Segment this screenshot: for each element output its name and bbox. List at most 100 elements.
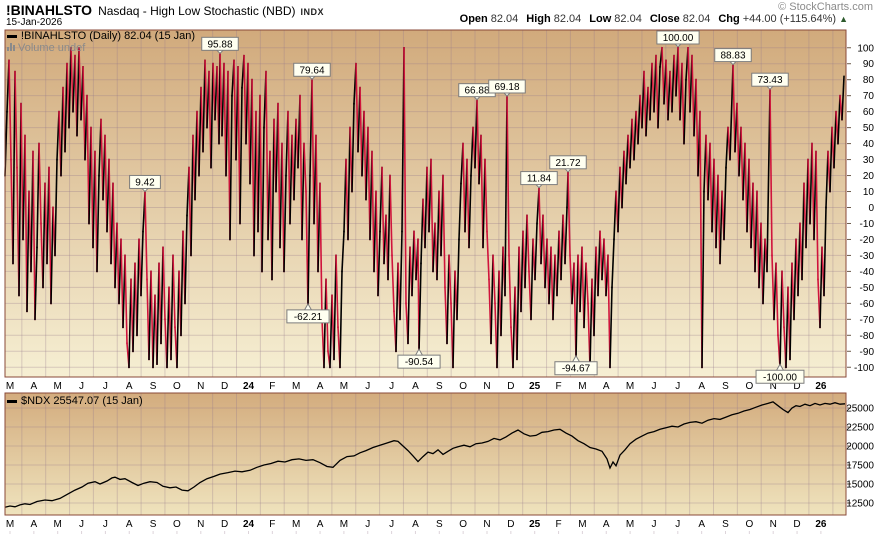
x-axis-labels: M M A A M M J J J J A A S S O O N N D D 24 24 F F M M A A M M J J J J A A S S… [6,381,827,534]
svg-text:D: D [221,519,228,530]
svg-text:20000: 20000 [846,442,874,453]
svg-text:-100.00: -100.00 [763,372,797,383]
symbol-description: Nasdaq - High Low Stochastic (NBD) [98,4,296,18]
svg-text:A: A [317,519,324,530]
svg-text:25: 25 [529,519,541,530]
svg-text:F: F [269,381,275,392]
svg-text:17500: 17500 [846,461,874,472]
svg-text:N: N [197,381,204,392]
high-value: 82.04 [553,13,582,25]
svg-text:F: F [269,519,275,530]
svg-text:0: 0 [868,203,874,214]
svg-text:D: D [793,519,800,530]
svg-text:J: J [365,381,370,392]
svg-text:60: 60 [863,107,875,118]
svg-text:N: N [770,519,777,530]
svg-text:N: N [197,519,204,530]
svg-text:100: 100 [857,43,874,54]
lower-panel-legend: $NDX 25547.07 (15 Jan) [7,395,143,407]
svg-text:95.88: 95.88 [207,39,232,50]
svg-text:O: O [173,519,181,530]
main-panel-border [4,29,847,378]
svg-text:30: 30 [863,155,875,166]
exchange-label: INDX [300,7,325,17]
svg-text:M: M [340,381,348,392]
svg-text:24: 24 [243,381,255,392]
svg-text:O: O [173,381,181,392]
svg-text:90: 90 [863,59,875,70]
volume-bars-icon [7,43,15,51]
svg-text:D: D [793,381,800,392]
svg-text:-10: -10 [860,219,875,230]
svg-text:S: S [722,381,729,392]
svg-text:A: A [603,519,610,530]
chg-label: Chg [718,13,740,25]
svg-text:100.00: 100.00 [663,33,694,44]
ndx-legend-text: $NDX 25547.07 (15 Jan) [21,395,143,407]
svg-text:J: J [103,519,108,530]
svg-text:80: 80 [863,75,875,86]
chart-title: !BINAHLSTO Nasdaq - High Low Stochastic (… [6,2,324,20]
svg-text:M: M [292,381,300,392]
svg-text:M: M [292,519,300,530]
svg-text:26: 26 [815,381,827,392]
svg-text:-30: -30 [860,251,875,262]
svg-text:O: O [745,519,753,530]
close-label: Close [649,13,680,25]
svg-text:21.72: 21.72 [555,158,580,169]
svg-text:A: A [412,381,419,392]
svg-text:12500: 12500 [846,499,874,510]
svg-text:J: J [389,519,394,530]
svg-text:F: F [555,381,561,392]
svg-text:26: 26 [815,519,827,530]
svg-text:N: N [483,381,490,392]
svg-text:25000: 25000 [846,404,874,415]
svg-text:A: A [317,381,324,392]
svg-text:A: A [31,381,38,392]
svg-text:O: O [459,381,467,392]
svg-text:M: M [54,381,62,392]
svg-text:73.43: 73.43 [757,75,782,86]
svg-text:10: 10 [863,187,875,198]
ndx-legend-line-sample-icon [7,399,17,403]
svg-text:-62.21: -62.21 [294,312,323,323]
svg-text:A: A [126,519,133,530]
svg-text:24: 24 [243,519,255,530]
svg-text:M: M [578,381,586,392]
svg-text:70: 70 [863,91,875,102]
symbol-name: !BINAHLSTO [6,2,93,18]
stochastic-series [4,46,845,369]
svg-text:15000: 15000 [846,480,874,491]
svg-text:M: M [626,519,634,530]
svg-text:D: D [507,519,514,530]
chg-value: +44.00 (+115.64%) [742,13,837,25]
svg-text:20: 20 [863,171,875,182]
svg-text:-60: -60 [860,299,875,310]
svg-text:N: N [770,381,777,392]
svg-text:-50: -50 [860,283,875,294]
svg-text:J: J [365,519,370,530]
svg-text:J: J [675,519,680,530]
ohlc-row: Open 82.04 High 82.04 Low 82.04 Close 82.04 Chg +… [460,13,848,25]
svg-text:O: O [745,381,753,392]
svg-text:J: J [389,381,394,392]
volume-label-text: Volume undef [18,42,86,54]
svg-text:A: A [412,519,419,530]
svg-text:-94.67: -94.67 [562,364,591,375]
svg-text:9.42: 9.42 [135,177,155,188]
svg-text:F: F [555,519,561,530]
volume-legend: Volume undef [7,42,85,54]
svg-text:M: M [6,519,14,530]
svg-text:J: J [79,519,84,530]
svg-text:J: J [79,381,84,392]
svg-text:J: J [651,381,656,392]
main-panel-legend: !BINAHLSTO (Daily) 82.04 (15 Jan) [7,30,195,42]
chart-date: 15-Jan-2026 [6,17,63,28]
svg-text:-90.54: -90.54 [405,357,434,368]
svg-text:-80: -80 [860,331,875,342]
svg-text:M: M [6,381,14,392]
svg-text:S: S [150,519,157,530]
svg-text:A: A [31,519,38,530]
low-label: Low [589,13,612,25]
